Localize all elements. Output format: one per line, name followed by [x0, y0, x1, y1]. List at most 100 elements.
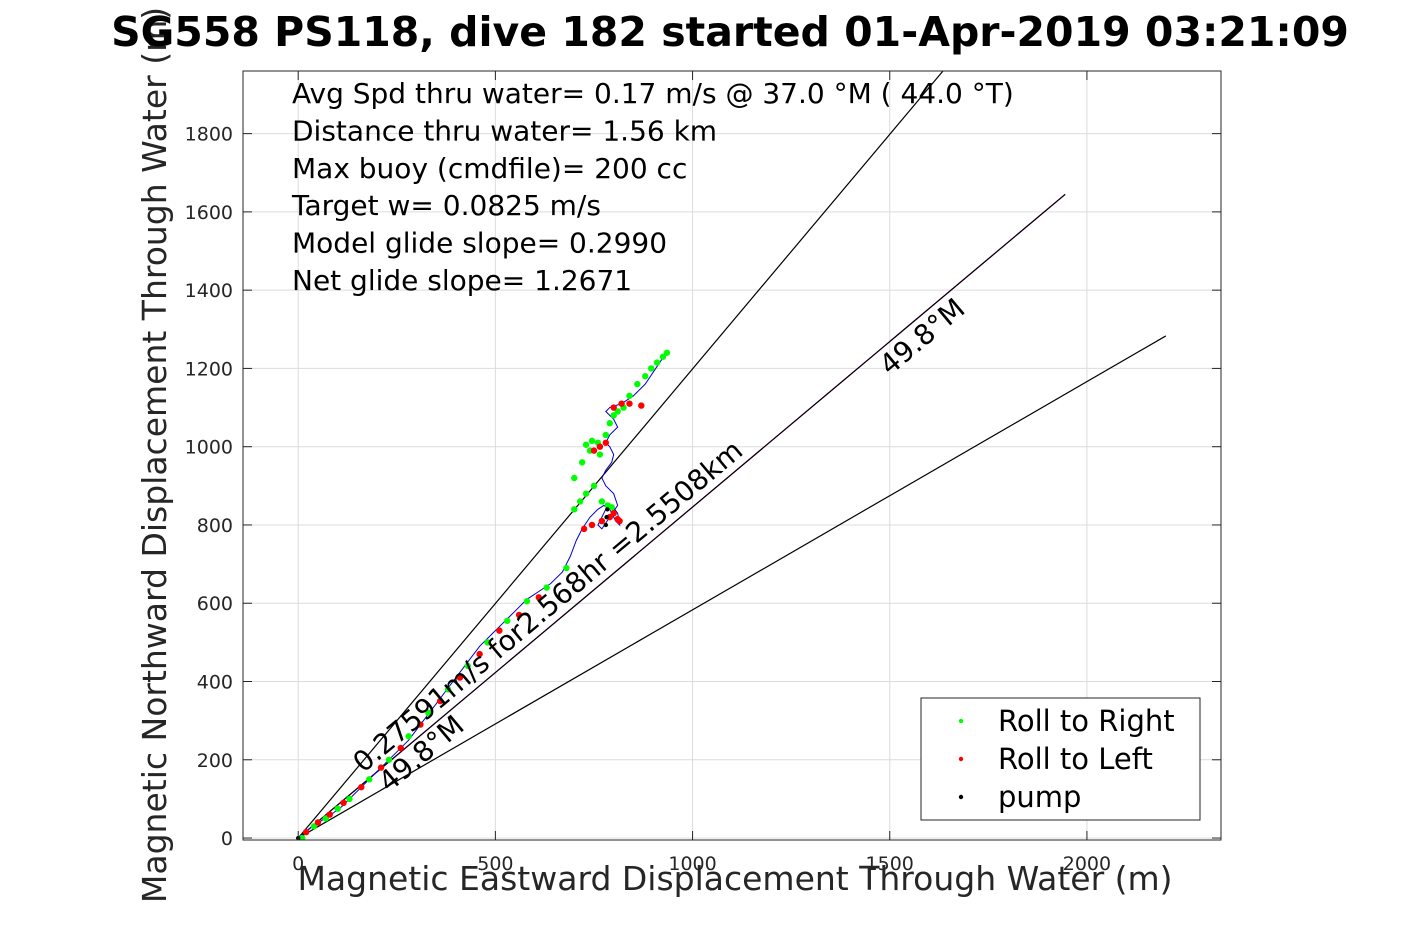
- annotation-line: Max buoy (cmdfile)= 200 cc: [292, 152, 687, 185]
- legend-entry: pump: [998, 780, 1081, 814]
- point-roll-to-left: [606, 513, 613, 521]
- x-tick-label: 1500: [866, 853, 914, 875]
- point-roll-to-left: [314, 819, 322, 826]
- annotations: Avg Spd thru water= 0.17 m/s @ 37.0 °M (…: [291, 77, 1014, 297]
- point-roll-to-right: [464, 662, 471, 670]
- x-axis-label: Magnetic Eastward Displacement Through W…: [297, 859, 1172, 898]
- point-roll-to-right: [598, 498, 606, 505]
- point-roll-to-left: [377, 764, 385, 771]
- grid: [243, 71, 1221, 840]
- point-roll-to-left: [580, 525, 588, 533]
- y-tick-label: 1000: [185, 437, 233, 459]
- point-roll-to-right: [444, 686, 452, 693]
- point-roll-to-right: [571, 474, 578, 482]
- y-tick-label: 0: [221, 828, 233, 850]
- y-tick-label: 1200: [185, 358, 233, 380]
- legend: Roll to Right Roll to Left pump: [920, 697, 1201, 821]
- roll-points: [296, 349, 671, 840]
- y-axis-ticks: 0 200 400 600 800 1000 1200 1400 1600 1800: [185, 124, 1221, 850]
- plot-area-border: [242, 70, 1222, 841]
- point-roll-to-left: [626, 400, 633, 407]
- annotation-line: Target w= 0.0825 m/s: [291, 189, 601, 222]
- point-roll-to-right: [334, 805, 341, 812]
- point-roll-to-left: [496, 627, 503, 634]
- x-tick-label: 500: [477, 853, 513, 875]
- point-roll-to-right: [606, 420, 613, 427]
- point-roll-to-right: [405, 733, 412, 740]
- x-tick-label: 0: [292, 853, 304, 875]
- point-roll-to-left: [598, 517, 606, 525]
- point-roll-to-left: [397, 744, 404, 752]
- legend-marker: [958, 718, 964, 724]
- point-roll-to-right: [523, 598, 531, 605]
- point-roll-to-left: [638, 402, 645, 409]
- point-roll-to-left: [326, 811, 333, 818]
- point-roll-to-right: [571, 506, 578, 513]
- point-roll-to-left: [616, 517, 623, 525]
- y-tick-label: 1400: [185, 280, 233, 302]
- legend-marker: [958, 794, 964, 800]
- point-roll-to-right: [626, 392, 633, 400]
- point-roll-to-left: [340, 799, 347, 807]
- point-roll-to-left: [610, 510, 617, 517]
- point-roll-to-left: [417, 721, 424, 728]
- y-tick-label: 200: [197, 750, 233, 772]
- point-roll-to-right: [642, 373, 649, 380]
- point-roll-to-right: [504, 617, 511, 625]
- point-roll-to-right: [647, 365, 655, 372]
- annotation-line: Model glide slope= 0.2990: [292, 227, 667, 260]
- chart-title: SG558 PS118, dive 182 started 01-Apr-201…: [111, 8, 1349, 56]
- y-axis-label: Magnetic Northward Displacement Through …: [135, 7, 174, 903]
- point-roll-to-right: [588, 437, 596, 445]
- point-roll-to-right: [576, 498, 584, 505]
- point-roll-to-right: [365, 776, 373, 783]
- point-roll-to-right: [596, 451, 604, 458]
- point-roll-to-left: [596, 443, 604, 450]
- point-roll-to-left: [535, 594, 542, 601]
- legend-entry: Roll to Right: [998, 704, 1175, 738]
- y-tick-label: 1600: [185, 202, 233, 224]
- point-roll-to-left: [476, 650, 483, 658]
- point-roll-to-left: [610, 404, 617, 411]
- point-roll-to-right: [608, 504, 615, 511]
- y-tick-label: 600: [197, 593, 233, 615]
- y-tick-label: 1800: [185, 124, 233, 146]
- y-tick-label: 400: [197, 672, 233, 694]
- point-roll-to-right: [543, 584, 550, 591]
- point-pump: [603, 522, 609, 528]
- point-roll-to-right: [590, 482, 598, 490]
- legend-entry: Roll to Left: [998, 742, 1153, 776]
- point-roll-to-right: [563, 564, 570, 572]
- point-roll-to-right: [484, 639, 491, 646]
- point-roll-to-right: [659, 353, 667, 360]
- annotation-line: Avg Spd thru water= 0.17 m/s @ 37.0 °M (…: [292, 77, 1014, 110]
- y-tick-label: 800: [197, 515, 233, 537]
- x-tick-label: 1000: [668, 853, 716, 875]
- point-roll-to-right: [653, 359, 661, 366]
- reference-line-bound-lower: [297, 335, 1167, 839]
- point-roll-to-left: [358, 783, 365, 791]
- annotation-line: Distance thru water= 1.56 km: [292, 114, 717, 147]
- point-roll-to-right: [322, 815, 330, 822]
- point-roll-to-left: [590, 447, 598, 454]
- point-roll-to-right: [310, 823, 318, 830]
- reference-line-bound-mid: [297, 193, 1066, 839]
- point-roll-to-left: [588, 521, 596, 529]
- point-roll-to-left: [302, 828, 310, 836]
- reference-lines: [297, 71, 1167, 839]
- point-roll-to-right: [582, 441, 590, 448]
- point-roll-to-right: [385, 756, 393, 763]
- point-roll-to-right: [346, 795, 353, 803]
- point-roll-to-left: [436, 697, 444, 705]
- point-pump: [605, 507, 610, 512]
- point-roll-to-right: [663, 349, 671, 356]
- point-pump: [604, 514, 609, 520]
- x-axis-ticks: 0 500 1000 1500 2000: [292, 71, 1111, 875]
- point-roll-to-right: [614, 408, 621, 415]
- legend-box: [920, 697, 1201, 821]
- point-roll-to-right: [602, 431, 610, 439]
- x-tick-label: 2000: [1063, 853, 1111, 875]
- point-roll-to-right: [582, 490, 590, 497]
- point-roll-to-left: [515, 611, 523, 619]
